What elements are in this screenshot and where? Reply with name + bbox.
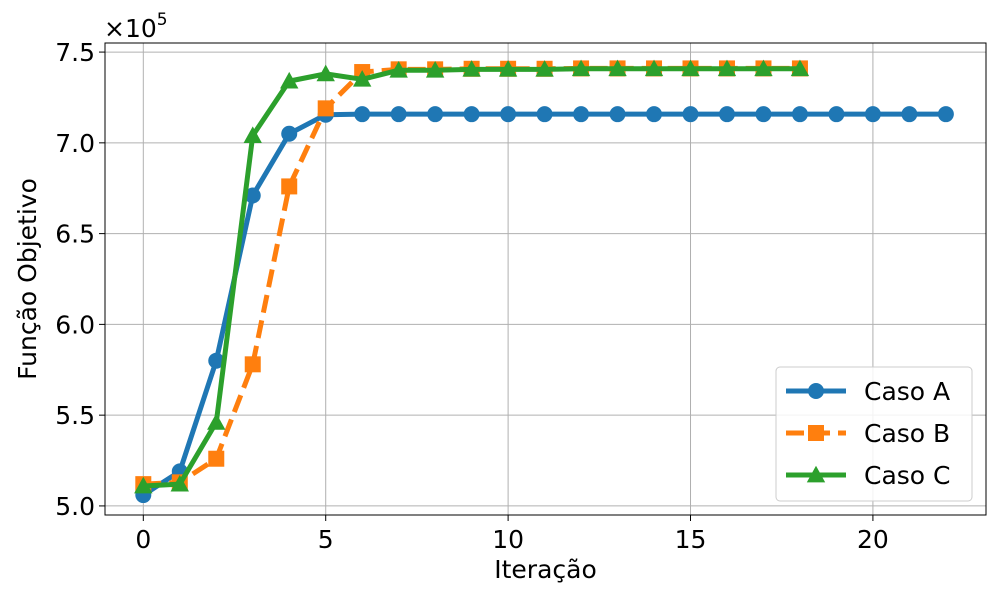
data-point [243, 126, 262, 143]
data-point [571, 59, 591, 77]
x-tick-label: 20 [857, 525, 889, 554]
series-caso-c [134, 59, 810, 494]
legend-label: Caso C [864, 461, 951, 490]
x-axis-label: Iteração [494, 555, 597, 584]
data-point [462, 60, 481, 77]
data-point [390, 106, 407, 123]
y-tick-label: 6.0 [55, 310, 95, 339]
data-point [754, 59, 773, 77]
data-point [317, 100, 334, 117]
data-point [828, 106, 845, 123]
data-point [207, 413, 226, 430]
data-point [790, 59, 810, 77]
y-tick-label: 7.0 [55, 129, 95, 158]
legend-label: Caso A [864, 377, 950, 406]
data-point [755, 106, 772, 123]
series-layer [134, 59, 954, 504]
data-point [389, 61, 408, 78]
data-point [463, 106, 480, 123]
legend-marker [808, 383, 824, 399]
legend-item: Caso A [786, 377, 950, 406]
data-point [718, 106, 735, 123]
data-point [208, 450, 225, 467]
data-point [646, 106, 663, 123]
x-tick-label: 10 [492, 525, 524, 554]
legend: Caso A Caso B Caso C [775, 366, 973, 502]
data-point [573, 106, 590, 123]
data-point [498, 60, 518, 77]
y-tick-label: 6.5 [55, 220, 95, 249]
data-point [281, 125, 298, 142]
y-tick-label: 5.0 [55, 492, 95, 521]
legend-item: Caso B [786, 419, 950, 448]
data-point [901, 106, 918, 123]
series-line [143, 66, 800, 489]
y-multiplier-exponent: 5 [157, 10, 168, 30]
data-point [535, 60, 554, 77]
y-tick-label: 5.5 [55, 401, 95, 430]
data-point [316, 64, 335, 82]
data-point [864, 106, 881, 123]
data-point [352, 70, 372, 87]
data-point [208, 352, 225, 369]
x-tick-label: 0 [135, 525, 151, 554]
data-point [791, 106, 808, 123]
data-point [244, 356, 261, 373]
legend-box [775, 366, 973, 502]
data-point [427, 106, 444, 123]
data-point [536, 106, 553, 123]
data-point [280, 71, 299, 89]
data-point [644, 59, 664, 77]
y-tick-label: 7.5 [55, 38, 95, 67]
data-point [244, 187, 261, 204]
data-point [717, 59, 737, 77]
plot-frame [104, 42, 987, 516]
legend-item: Caso C [786, 461, 951, 490]
data-point [500, 106, 517, 123]
data-point [608, 59, 627, 77]
legend-marker [808, 425, 824, 441]
y-multiplier-base: ×10 [104, 14, 157, 43]
data-point [354, 106, 371, 123]
data-point [609, 106, 626, 123]
y-multiplier-label: ×105 [104, 10, 168, 43]
data-point [425, 61, 445, 78]
ticks: 0 5 10 15 20 5.0 5.5 6.0 6.5 7.0 7.5 [55, 38, 889, 554]
x-tick-label: 5 [318, 525, 334, 554]
series-line [143, 65, 800, 487]
legend-label: Caso B [864, 419, 950, 448]
data-point [682, 106, 699, 123]
legend-marker [806, 465, 826, 483]
data-point [170, 474, 189, 492]
data-point [681, 59, 700, 77]
data-point [134, 476, 153, 494]
data-point [281, 178, 298, 195]
data-point [937, 106, 954, 123]
y-axis-label: Função Objetivo [13, 178, 42, 380]
x-tick-label: 15 [675, 525, 707, 554]
